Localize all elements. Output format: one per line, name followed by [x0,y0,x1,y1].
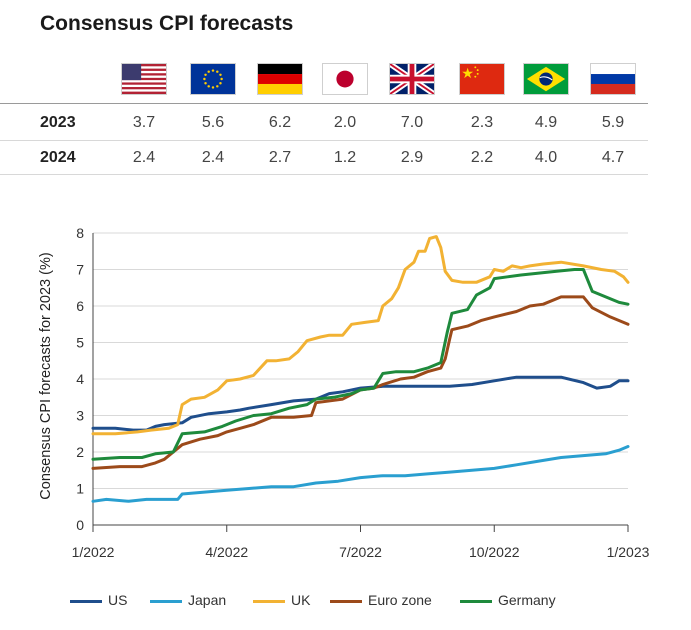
legend-item-uk: UK [253,592,310,608]
table-cell: 5.9 [601,114,625,131]
brazil-flag-icon [523,63,569,95]
table-cell: 2.3 [470,114,494,131]
series-line-uk [91,235,630,436]
row-label-2023: 2023 [40,114,76,131]
table-divider [0,103,648,104]
y-tick-label: 2 [76,444,84,460]
legend-item-us: US [70,592,127,608]
legend-swatch [70,599,102,603]
y-tick-label: 4 [76,371,84,387]
table-divider [0,140,648,141]
china-flag-icon [459,63,505,95]
table-cell: 4.7 [601,149,625,166]
table-cell: 2.7 [268,149,292,166]
y-tick-label: 8 [76,225,84,241]
y-tick-label: 6 [76,298,84,314]
legend-item-japan: Japan [150,592,226,608]
series-line-euro-zone [91,295,630,470]
x-tick-label: 1/2022 [72,544,115,560]
chart-title: Consensus CPI forecasts [40,12,294,35]
y-tick-label: 3 [76,408,84,424]
table-cell: 2.4 [132,149,156,166]
japan-flag-icon [322,63,368,95]
legend-swatch [150,599,182,603]
legend-label: US [108,592,128,608]
table-divider [0,174,648,175]
table-cell: 2.4 [201,149,225,166]
x-tick-label: 7/2022 [339,544,382,560]
table-cell: 5.6 [201,114,225,131]
series-line-japan [91,445,630,503]
legend-label: Japan [188,592,227,608]
us-flag-icon [121,63,167,95]
table-cell: 1.2 [333,149,357,166]
y-tick-label: 0 [76,517,84,533]
legend-label: UK [291,592,311,608]
x-tick-label: 4/2022 [205,544,248,560]
table-cell: 6.2 [268,114,292,131]
table-cell: 3.7 [132,114,156,131]
table-cell: 4.0 [534,149,558,166]
legend-swatch [330,599,362,603]
table-cell: 2.0 [333,114,357,131]
row-label-2024: 2024 [40,149,76,166]
legend-item-euro-zone: Euro zone [330,592,432,608]
series-line-us [91,375,630,432]
table-cell: 7.0 [400,114,424,131]
table-cell: 2.2 [470,149,494,166]
russia-flag-icon [590,63,636,95]
legend-item-germany: Germany [460,592,556,608]
germany-flag-icon [257,63,303,95]
table-cell: 4.9 [534,114,558,131]
legend-swatch [253,599,285,603]
x-tick-label: 10/2022 [469,544,520,560]
legend-label: Euro zone [368,592,432,608]
y-tick-label: 5 [76,335,84,351]
table-cell: 2.9 [400,149,424,166]
legend-label: Germany [498,592,556,608]
series-line-germany [91,268,630,461]
eu-flag-icon [190,63,236,95]
x-tick-label: 1/2023 [607,544,650,560]
y-tick-label: 7 [76,262,84,278]
legend-swatch [460,599,492,603]
uk-flag-icon [389,63,435,95]
y-tick-label: 1 [76,481,84,497]
